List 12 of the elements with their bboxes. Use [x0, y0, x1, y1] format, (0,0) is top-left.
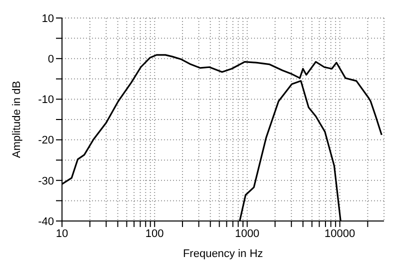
y-tick-label: 0 — [48, 54, 54, 66]
y-axis-title: Amplitude in dB — [10, 80, 23, 158]
y-tick-label: -30 — [38, 175, 54, 188]
x-axis-title: Frequency in Hz — [182, 248, 264, 260]
x-tick-label: 1000 — [234, 228, 260, 240]
x-tick-label: 10000 — [324, 228, 356, 240]
y-tick-label: 10 — [42, 12, 54, 25]
x-tick-label: 100 — [145, 228, 164, 240]
y-tick-label: -20 — [38, 134, 54, 147]
y-tick-label: -40 — [38, 216, 54, 228]
x-tick-label: 10 — [56, 228, 68, 240]
y-tick-label: -10 — [38, 94, 54, 106]
